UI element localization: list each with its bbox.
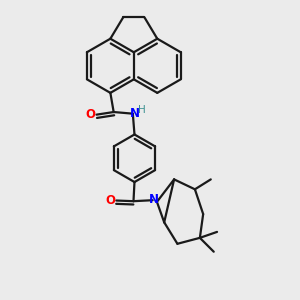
Text: H: H — [138, 105, 146, 115]
Text: N: N — [149, 193, 159, 206]
Text: N: N — [130, 106, 140, 119]
Text: O: O — [105, 194, 116, 207]
Text: O: O — [85, 108, 96, 121]
